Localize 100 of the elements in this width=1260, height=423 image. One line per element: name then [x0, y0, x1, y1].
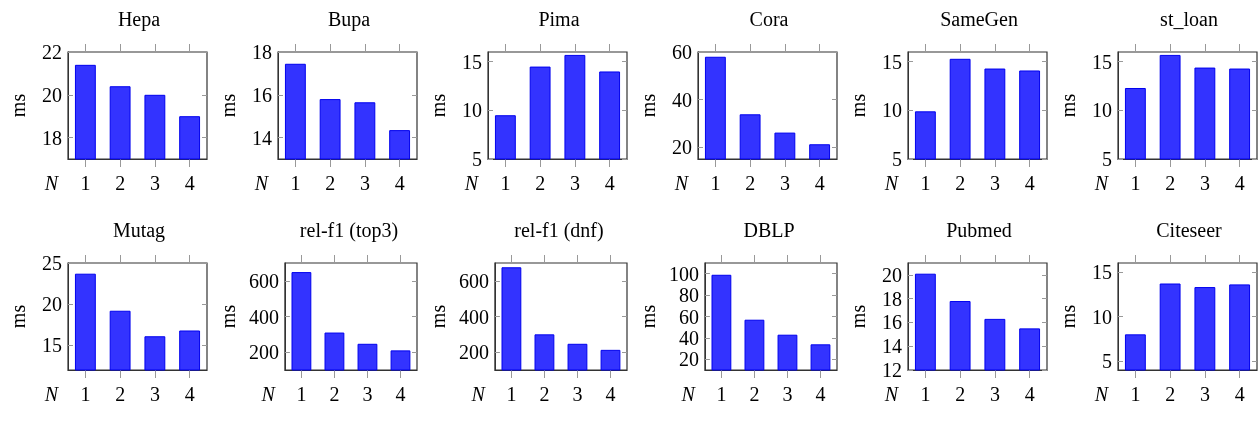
x-tick-label: 2 [1165, 172, 1176, 194]
y-tick-label: 20 [42, 83, 62, 106]
x-tick-label: 1 [920, 172, 931, 194]
x-tick-label: 3 [1199, 383, 1210, 405]
x-tick-label: 2 [749, 383, 760, 405]
x-tick-label: 4 [605, 383, 616, 405]
y-tick-label: 16 [882, 311, 902, 334]
x-tick-label: 3 [779, 172, 790, 194]
y-tick-label: 15 [1092, 260, 1112, 283]
y-tick-label: 400 [458, 305, 489, 328]
x-tick-label: 4 [184, 172, 195, 194]
y-tick-label: 20 [42, 293, 62, 316]
y-tick-label: 40 [672, 88, 692, 111]
chart-title: rel-f1 (top3) [299, 219, 399, 242]
y-tick-label: 100 [668, 262, 699, 285]
x-tick-label: 4 [394, 172, 405, 194]
y-tick-label: 200 [458, 341, 489, 364]
x-tick-label: 4 [815, 383, 826, 405]
y-axis-title: ms [1057, 304, 1079, 329]
y-tick-label: 15 [882, 50, 902, 73]
x-axis-title: N [253, 172, 270, 194]
y-tick-label: 60 [678, 305, 699, 328]
x-axis-title: N [43, 172, 60, 194]
chart-title: Pubmed [946, 219, 1012, 241]
x-tick-label: 1 [1130, 383, 1141, 405]
y-axis-title: ms [427, 304, 449, 329]
x-tick-label: 3 [359, 172, 370, 194]
x-tick-label: 2 [745, 172, 756, 194]
y-tick-label: 15 [1092, 50, 1112, 73]
x-axis-title: N [43, 383, 60, 405]
y-tick-label: 600 [458, 269, 489, 292]
y-axis-title: ms [7, 93, 29, 118]
x-tick-label: 3 [782, 383, 793, 405]
x-tick-label: 1 [716, 383, 727, 405]
x-tick-label: 1 [290, 172, 301, 194]
x-tick-label: 2 [329, 383, 340, 405]
x-tick-label: 2 [115, 172, 126, 194]
y-tick-label: 18 [252, 41, 272, 63]
x-axis-title: N [883, 172, 900, 194]
chart-title: Cora [749, 8, 789, 30]
x-axis-title: N [883, 383, 900, 405]
x-tick-label: 1 [1130, 172, 1141, 194]
y-tick-label: 80 [678, 284, 699, 307]
y-tick-label: 40 [678, 326, 699, 349]
x-tick-label: 1 [80, 383, 91, 405]
x-tick-label: 1 [920, 383, 931, 405]
x-tick-label: 4 [1234, 383, 1245, 405]
y-tick-label: 15 [42, 334, 62, 357]
x-tick-label: 3 [572, 383, 583, 405]
x-axis-title: N [680, 383, 697, 405]
chart-title: Mutag [112, 219, 166, 242]
y-tick-label: 60 [672, 41, 692, 63]
y-tick-label: 10 [462, 99, 482, 122]
y-axis-title: ms [1057, 93, 1079, 118]
x-tick-label: 3 [1199, 172, 1210, 194]
y-tick-label: 10 [1092, 99, 1112, 122]
y-tick-label: 10 [1092, 305, 1112, 328]
x-axis-title: N [1093, 172, 1110, 194]
y-tick-label: 5 [1102, 350, 1112, 373]
x-axis-title: N [260, 383, 277, 405]
y-tick-label: 14 [882, 335, 902, 358]
x-tick-label: 2 [535, 172, 546, 194]
x-tick-label: 1 [296, 383, 307, 405]
y-tick-label: 5 [892, 148, 902, 170]
x-axis-title: N [1093, 383, 1110, 405]
x-tick-label: 4 [604, 172, 615, 194]
x-axis-title: N [463, 172, 480, 194]
y-tick-label: 5 [1102, 148, 1112, 170]
y-tick-label: 20 [882, 263, 902, 286]
x-tick-label: 2 [325, 172, 336, 194]
chart-title: Pima [538, 8, 580, 30]
x-tick-label: 4 [184, 383, 195, 405]
chart-title: DBLP [743, 219, 795, 241]
x-axis-title: N [470, 383, 487, 405]
x-tick-label: 2 [955, 383, 966, 405]
x-tick-label: 4 [395, 383, 406, 405]
x-tick-label: 2 [1165, 383, 1176, 405]
y-axis-title: ms [217, 304, 239, 329]
y-tick-label: 600 [248, 269, 279, 292]
chart-title: Citeseer [1156, 219, 1223, 241]
y-tick-label: 22 [42, 41, 62, 63]
x-tick-label: 4 [814, 172, 825, 194]
y-axis-title: ms [637, 304, 659, 329]
x-tick-label: 3 [569, 172, 580, 194]
x-tick-label: 4 [1024, 383, 1035, 405]
chart-title: Bupa [327, 8, 371, 31]
y-tick-label: 5 [472, 148, 482, 170]
x-axis-title: N [673, 172, 690, 194]
x-tick-label: 2 [115, 383, 126, 405]
y-tick-label: 25 [42, 252, 62, 274]
y-tick-label: 16 [252, 83, 272, 106]
y-tick-label: 400 [248, 305, 279, 328]
x-tick-label: 2 [955, 172, 966, 194]
x-tick-label: 3 [149, 172, 160, 194]
y-axis-title: ms [847, 93, 869, 118]
y-tick-label: 20 [678, 348, 699, 371]
x-tick-label: 4 [1234, 172, 1245, 194]
y-tick-label: 18 [882, 287, 902, 310]
y-axis-title: ms [427, 93, 449, 118]
x-tick-label: 3 [989, 383, 1000, 405]
